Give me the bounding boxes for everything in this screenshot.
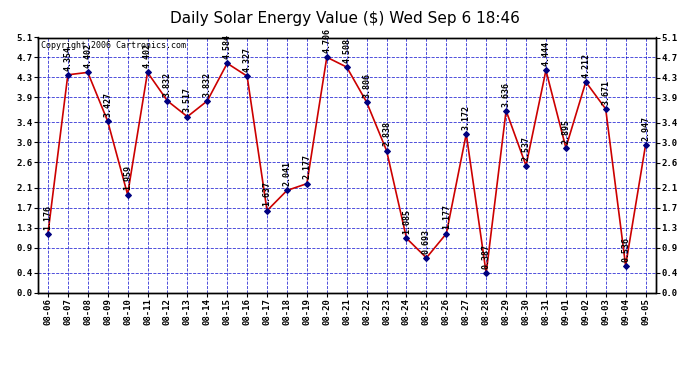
Text: 2.838: 2.838 bbox=[382, 122, 391, 146]
Text: 3.806: 3.806 bbox=[362, 73, 371, 98]
Text: 4.327: 4.327 bbox=[243, 47, 252, 72]
Point bbox=[421, 255, 432, 261]
Point bbox=[201, 98, 213, 104]
Point bbox=[481, 270, 492, 276]
Text: 2.537: 2.537 bbox=[522, 136, 531, 162]
Point bbox=[322, 54, 333, 60]
Point bbox=[221, 60, 233, 66]
Text: 1.176: 1.176 bbox=[43, 204, 52, 230]
Point bbox=[401, 235, 412, 241]
Text: 3.832: 3.832 bbox=[203, 72, 212, 97]
Text: Copyright 2006 Cartronics.com: Copyright 2006 Cartronics.com bbox=[41, 41, 186, 50]
Text: 4.402: 4.402 bbox=[143, 43, 152, 68]
Point bbox=[500, 108, 511, 114]
Point bbox=[82, 69, 93, 75]
Text: 0.693: 0.693 bbox=[422, 229, 431, 254]
Text: 4.354: 4.354 bbox=[63, 46, 72, 70]
Point bbox=[162, 98, 173, 104]
Point bbox=[282, 188, 293, 194]
Point bbox=[42, 231, 53, 237]
Text: 1.637: 1.637 bbox=[262, 182, 272, 207]
Point bbox=[441, 231, 452, 237]
Point bbox=[381, 148, 392, 154]
Point bbox=[600, 106, 611, 112]
Text: 1.085: 1.085 bbox=[402, 209, 411, 234]
Point bbox=[122, 192, 133, 198]
Text: 4.212: 4.212 bbox=[581, 53, 590, 78]
Point bbox=[560, 145, 571, 151]
Text: 2.947: 2.947 bbox=[641, 116, 650, 141]
Text: 4.508: 4.508 bbox=[342, 38, 351, 63]
Text: 3.671: 3.671 bbox=[601, 80, 610, 105]
Text: 3.832: 3.832 bbox=[163, 72, 172, 97]
Point bbox=[341, 64, 352, 70]
Point bbox=[102, 118, 113, 124]
Point bbox=[302, 181, 313, 187]
Point bbox=[640, 142, 651, 148]
Text: 1.177: 1.177 bbox=[442, 204, 451, 230]
Text: 3.517: 3.517 bbox=[183, 87, 192, 112]
Point bbox=[620, 263, 631, 269]
Point bbox=[262, 208, 273, 214]
Text: 2.895: 2.895 bbox=[562, 118, 571, 144]
Text: 3.172: 3.172 bbox=[462, 105, 471, 130]
Text: Daily Solar Energy Value ($) Wed Sep 6 18:46: Daily Solar Energy Value ($) Wed Sep 6 1… bbox=[170, 11, 520, 26]
Point bbox=[62, 72, 73, 78]
Text: 2.041: 2.041 bbox=[282, 161, 291, 186]
Text: 4.706: 4.706 bbox=[322, 28, 331, 53]
Text: 4.444: 4.444 bbox=[542, 41, 551, 66]
Text: 3.427: 3.427 bbox=[104, 92, 112, 117]
Text: 3.636: 3.636 bbox=[502, 81, 511, 106]
Point bbox=[461, 131, 472, 137]
Point bbox=[241, 73, 253, 79]
Text: 0.536: 0.536 bbox=[621, 237, 630, 261]
Point bbox=[142, 69, 153, 75]
Text: 4.584: 4.584 bbox=[223, 34, 232, 59]
Point bbox=[520, 163, 531, 169]
Text: 2.177: 2.177 bbox=[302, 154, 311, 180]
Point bbox=[361, 99, 372, 105]
Point bbox=[580, 79, 591, 85]
Text: 1.959: 1.959 bbox=[123, 165, 132, 190]
Text: 4.402: 4.402 bbox=[83, 43, 92, 68]
Point bbox=[182, 114, 193, 120]
Point bbox=[540, 67, 551, 73]
Text: 0.387: 0.387 bbox=[482, 244, 491, 269]
